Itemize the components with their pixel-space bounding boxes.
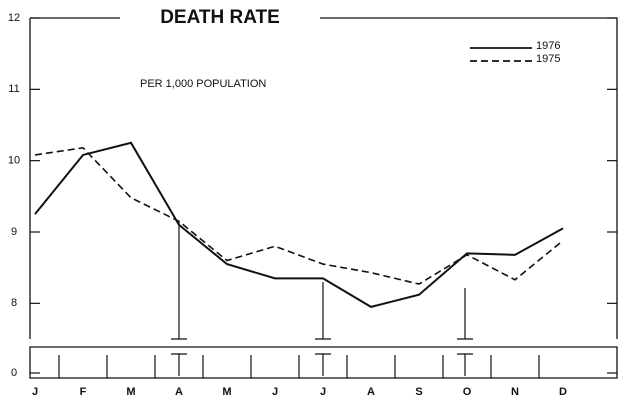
line-series [34, 141, 564, 308]
y-tick-label: 8 [11, 297, 17, 309]
y-tick-label: 0 [11, 367, 17, 379]
x-tick-label: M [126, 386, 135, 398]
x-tick-label: O [463, 386, 472, 398]
break-strip [29, 346, 618, 379]
line-series [34, 146, 564, 285]
x-tick-label: M [222, 386, 231, 398]
x-tick-label: N [511, 386, 519, 398]
legend-label: 1976 [536, 40, 560, 52]
y-tick-label: 12 [8, 12, 20, 24]
x-tick-label: A [175, 386, 183, 398]
y-tick-label: 10 [8, 155, 20, 167]
x-tick-label: D [559, 386, 567, 398]
chart-title: DEATH RATE [160, 7, 280, 28]
y-tick-label: 9 [11, 226, 17, 238]
x-tick-label: J [272, 386, 278, 398]
x-tick-label: J [32, 386, 38, 398]
legend-label: 1975 [536, 53, 560, 65]
annotation-markers [171, 222, 473, 376]
chart-subtitle: PER 1,000 POPULATION [140, 78, 266, 90]
y-tick-label: 11 [8, 83, 19, 95]
x-tick-label: F [80, 386, 87, 398]
x-tick-label: A [367, 386, 375, 398]
x-tick-label: J [320, 386, 326, 398]
x-tick-label: S [415, 386, 422, 398]
